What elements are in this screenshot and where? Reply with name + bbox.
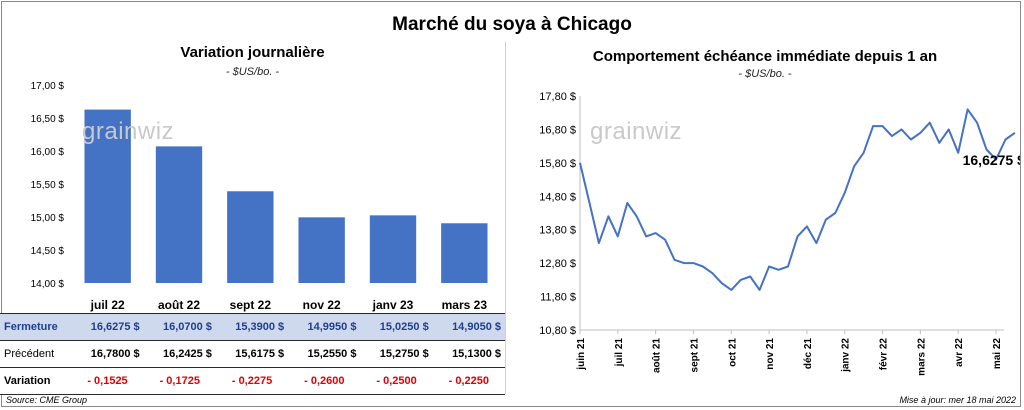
- y-tick-label: 15,80 $: [539, 158, 576, 170]
- update-note: Mise à jour: mer 18 mai 2022: [899, 395, 1016, 405]
- x-tick-label: janv 23: [372, 298, 414, 312]
- bar: [298, 217, 345, 283]
- row-label-precedent: Précédent: [0, 340, 72, 368]
- variation-cell: - 0,1525: [71, 367, 144, 395]
- x-tick-label: juin 21: [576, 338, 587, 371]
- panel-divider: [505, 42, 506, 394]
- right-chart-unit: - $US/bo. -: [738, 68, 792, 80]
- y-tick-label: 16,00 $: [31, 147, 65, 158]
- fermeture-cell: 15,0250 $: [360, 313, 433, 341]
- precedent-cell: 16,2425 $: [143, 340, 216, 368]
- x-tick-label: août 21: [652, 338, 663, 373]
- page-title: Marché du soya à Chicago: [392, 14, 632, 35]
- price-line: [579, 108, 1016, 291]
- x-tick-label: mai 22: [992, 338, 1003, 370]
- y-tick-label: 17,00 $: [31, 81, 65, 92]
- y-tick-label: 15,50 $: [31, 180, 65, 191]
- left-chart-title: Variation journalière: [180, 44, 325, 61]
- y-tick-label: 13,80 $: [539, 225, 576, 237]
- precedent-cell: 16,7800 $: [71, 340, 144, 368]
- y-tick-label: 16,80 $: [539, 124, 576, 136]
- x-tick-label: sept 22: [230, 298, 272, 312]
- bar: [227, 191, 274, 283]
- bar: [84, 109, 131, 284]
- x-tick-label: août 22: [158, 298, 200, 312]
- right-chart-title: Comportement échéance immédiate depuis 1…: [592, 48, 938, 65]
- variation-cell: - 0,2275: [215, 367, 289, 395]
- y-tick-label: 12,80 $: [539, 258, 576, 270]
- line-chart: 10,80 $ 11,80 $ 12,80 $ 13,80 $ 14,80 $ 15,80…: [539, 91, 1020, 376]
- y-tick-label: 14,00 $: [31, 279, 65, 290]
- row-label-fermeture: Fermeture: [0, 313, 72, 341]
- precedent-cell: 15,1300 $: [432, 340, 505, 368]
- bar-chart: 14,00 $ 14,50 $ 15,00 $ 15,50 $ 16,00 $ 16,50…: [31, 81, 488, 312]
- row-label-variation: Variation: [0, 367, 72, 395]
- y-tick-label: 14,50 $: [31, 246, 65, 257]
- last-value-label: 16,6275 $: [963, 152, 1020, 168]
- x-tick-label: mars 22: [916, 338, 927, 376]
- bar: [441, 223, 488, 283]
- precedent-cell: 15,2750 $: [360, 340, 433, 368]
- watermark-logo: grainwiz: [82, 118, 175, 145]
- y-tick-label: 17,80 $: [539, 91, 576, 103]
- price-table: Fermeture 16,6275 $ 16,0700 $ 15,3900 $ …: [0, 313, 505, 395]
- bar: [155, 146, 203, 283]
- x-tick-label: déc 21: [803, 338, 814, 370]
- left-chart-unit: - $US/bo. -: [225, 66, 280, 78]
- x-tick-label: juil 22: [90, 298, 125, 312]
- x-tick-label: juil 21: [614, 338, 625, 368]
- fermeture-cell: 15,3900 $: [215, 313, 289, 341]
- y-tick-label: 16,50 $: [31, 114, 65, 125]
- y-tick-label: 14,80 $: [539, 191, 576, 203]
- variation-cell: - 0,2600: [288, 367, 361, 395]
- y-tick-label: 11,80 $: [540, 292, 576, 304]
- bar: [369, 215, 417, 283]
- variation-cell: - 0,2250: [432, 367, 505, 395]
- table-row-variation: Variation - 0,1525 - 0,1725 - 0,2275 - 0…: [0, 367, 505, 395]
- watermark-logo: grainwiz: [590, 118, 683, 145]
- fermeture-cell: 14,9050 $: [432, 313, 505, 341]
- y-tick-label: 15,00 $: [31, 213, 65, 224]
- variation-cell: - 0,2500: [360, 367, 433, 395]
- source-note: Source: CME Group: [6, 395, 88, 405]
- x-tick-label: avr 22: [954, 338, 965, 367]
- precedent-cell: 15,6175 $: [215, 340, 289, 368]
- table-row-precedent: Précédent 16,7800 $ 16,2425 $ 15,6175 $ …: [0, 340, 505, 368]
- y-tick-label: 10,80 $: [539, 325, 576, 337]
- variation-cell: - 0,1725: [143, 367, 216, 395]
- x-tick-label: nov 22: [303, 298, 341, 312]
- x-tick-label: févr 22: [879, 338, 890, 371]
- x-tick-label: sept 21: [689, 338, 700, 373]
- fermeture-cell: 16,0700 $: [143, 313, 216, 341]
- x-tick-label: oct 21: [727, 338, 738, 367]
- x-tick-label: mars 23: [442, 298, 488, 312]
- table-row-fermeture: Fermeture 16,6275 $ 16,0700 $ 15,3900 $ …: [0, 313, 505, 341]
- fermeture-cell: 16,6275 $: [71, 313, 144, 341]
- precedent-cell: 15,2550 $: [288, 340, 361, 368]
- fermeture-cell: 14,9950 $: [288, 313, 361, 341]
- x-tick-label: janv 22: [841, 338, 852, 373]
- x-tick-label: nov 21: [765, 338, 776, 370]
